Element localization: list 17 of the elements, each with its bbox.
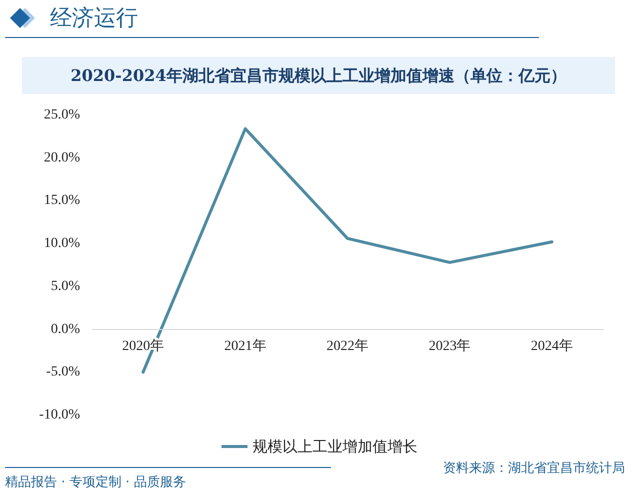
y-tick-label: 0.0%	[50, 322, 80, 337]
chart-title: 2020-2024年湖北省宜昌市规模以上工业增加值增速（单位：亿元）	[70, 66, 566, 86]
y-tick-label: 25.0%	[44, 108, 80, 122]
y-tick-label: 5.0%	[50, 278, 80, 294]
text: 精品报告 · 专项定制 · 品质服务	[5, 474, 186, 492]
x-tick-label: 2022年	[326, 338, 368, 354]
y-tick-label: -5.0%	[46, 364, 80, 380]
y-tick-label: 20.0%	[44, 150, 80, 166]
text: 资料来源：湖北省宜昌市统计局	[443, 460, 625, 478]
y-tick-label: 15.0%	[44, 193, 80, 208]
y-tick-label: 10.0%	[44, 236, 80, 252]
y-tick-label: -10.0%	[39, 408, 80, 422]
x-tick-label: 2024年	[530, 338, 573, 354]
legend-label: 规模以上工业增加值增长	[252, 438, 418, 456]
x-tick-label: 2021年	[224, 338, 266, 354]
x-tick-label: 2023年	[428, 338, 471, 354]
text: 经济运行	[50, 5, 138, 33]
